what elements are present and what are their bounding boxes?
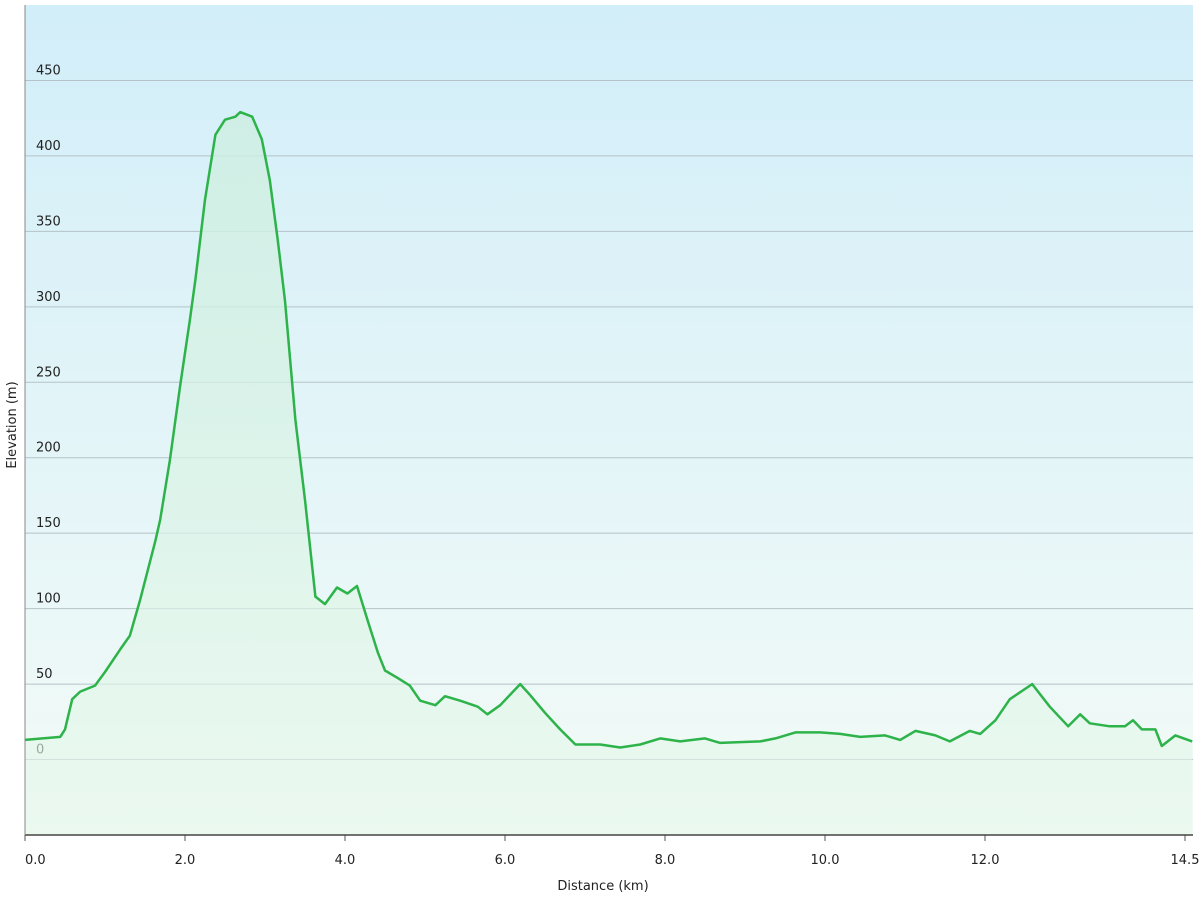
x-tick-label: 12.0 <box>971 853 1000 868</box>
y-tick-label: 100 <box>36 592 61 607</box>
x-tick-label: 10.0 <box>811 853 840 868</box>
y-tick-label: 250 <box>36 365 61 380</box>
x-tick-label: 6.0 <box>495 853 516 868</box>
y-axis-label: Elevation (m) <box>5 381 20 468</box>
x-tick-label: 4.0 <box>335 853 356 868</box>
x-tick-label: 14.5 <box>1171 853 1200 868</box>
y-tick-label: 50 <box>36 667 53 682</box>
elevation-line <box>24 110 1193 749</box>
x-tick-label: 2.0 <box>175 853 196 868</box>
x-tick-label: 8.0 <box>655 853 676 868</box>
x-tick-label: 0.0 <box>25 853 46 868</box>
y-tick-label: 200 <box>36 441 61 456</box>
y-tick-label: 400 <box>36 139 61 154</box>
area-fill <box>25 112 1193 836</box>
y-tick-label: 150 <box>36 516 61 531</box>
y-tick-label: 450 <box>36 63 61 78</box>
y-tick-label: 350 <box>36 214 61 229</box>
x-axis-label: Distance (km) <box>557 879 648 894</box>
y-tick-label: 300 <box>36 290 61 305</box>
